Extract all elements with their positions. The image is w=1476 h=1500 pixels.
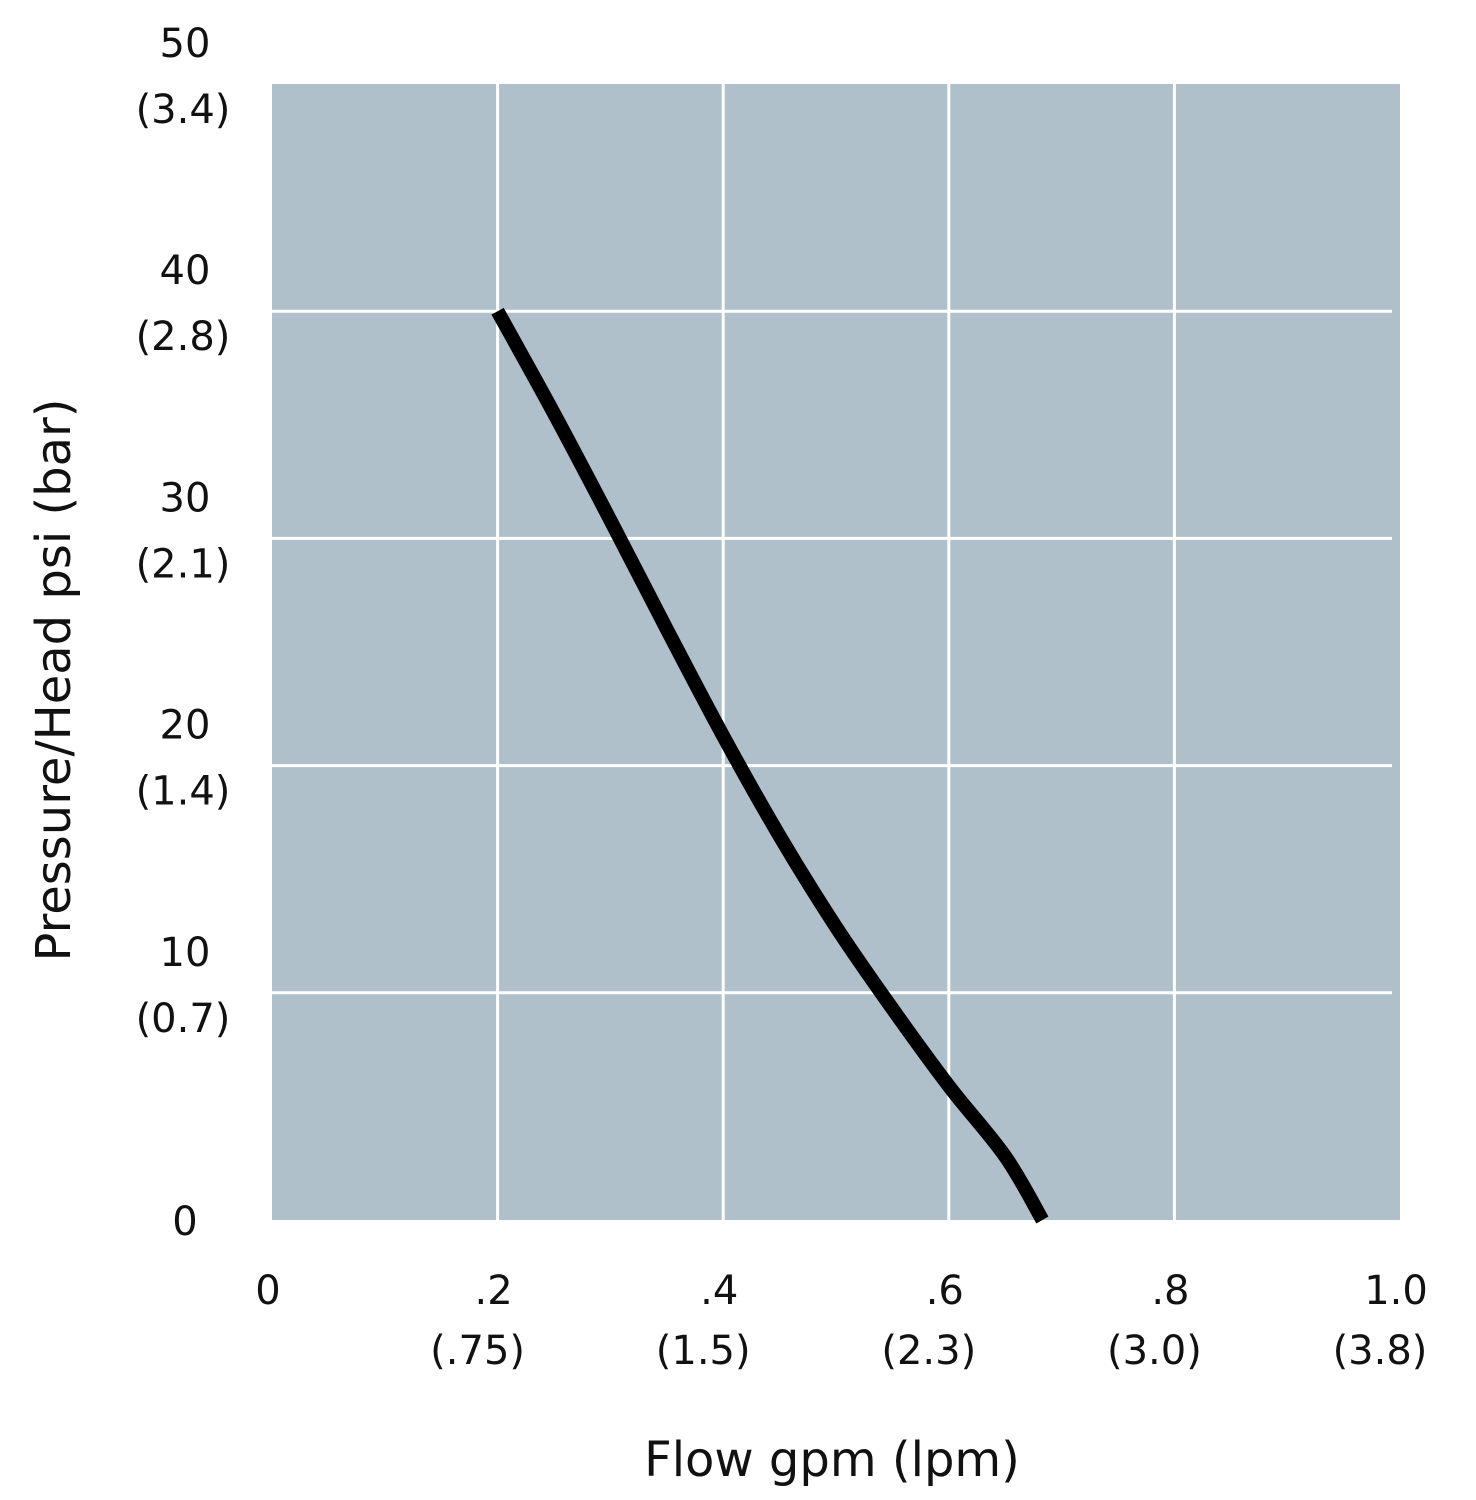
y-tick-sublabel: (1.4) <box>136 769 231 815</box>
series-group <box>491 307 1049 1224</box>
y-tick-label: 10 <box>160 930 211 976</box>
y-tick-label: 20 <box>160 703 211 749</box>
y-tick-label: 0 <box>172 1199 197 1245</box>
x-tick-sublabel: (2.3) <box>881 1328 976 1374</box>
y-tick-label: 30 <box>160 475 211 521</box>
y-tick-sublabel: (3.4) <box>136 87 231 133</box>
y-axis-title: Pressure/Head psi (bar) <box>26 398 82 961</box>
x-tick-sublabel: (.75) <box>430 1328 525 1374</box>
x-tick-label: 0 <box>255 1268 280 1314</box>
x-tick-label: .2 <box>475 1268 513 1314</box>
x-tick-sublabel: (3.0) <box>1107 1328 1202 1374</box>
grid-lines <box>272 84 1392 1220</box>
y-tick-sublabel: (2.8) <box>136 314 231 360</box>
x-tick-sublabel: (3.8) <box>1333 1328 1428 1374</box>
pump-curve-line <box>491 307 1049 1224</box>
y-tick-sublabel: (0.7) <box>136 996 231 1042</box>
x-tick-label: .8 <box>1151 1268 1189 1314</box>
x-tick-label: .4 <box>700 1268 738 1314</box>
x-tick-label: .6 <box>926 1268 964 1314</box>
x-tick-sublabel: (1.5) <box>656 1328 751 1374</box>
y-tick-sublabel: (2.1) <box>136 541 231 587</box>
y-tick-labels: 0 10 (0.7) 20 (1.4) 30 (2.1) 40 (2.8) 50 (3.4) <box>136 21 231 1245</box>
y-tick-label: 50 <box>160 21 211 67</box>
y-tick-label: 40 <box>160 248 211 294</box>
x-tick-label: 1.0 <box>1364 1268 1428 1314</box>
plot-area <box>272 84 1400 1220</box>
x-tick-labels: 0 .2 (.75) .4 (1.5) .6 (2.3) .8 (3.0) 1.0 (3.8) <box>255 1268 1428 1374</box>
x-axis-title: Flow gpm (lpm) <box>644 1432 1020 1488</box>
